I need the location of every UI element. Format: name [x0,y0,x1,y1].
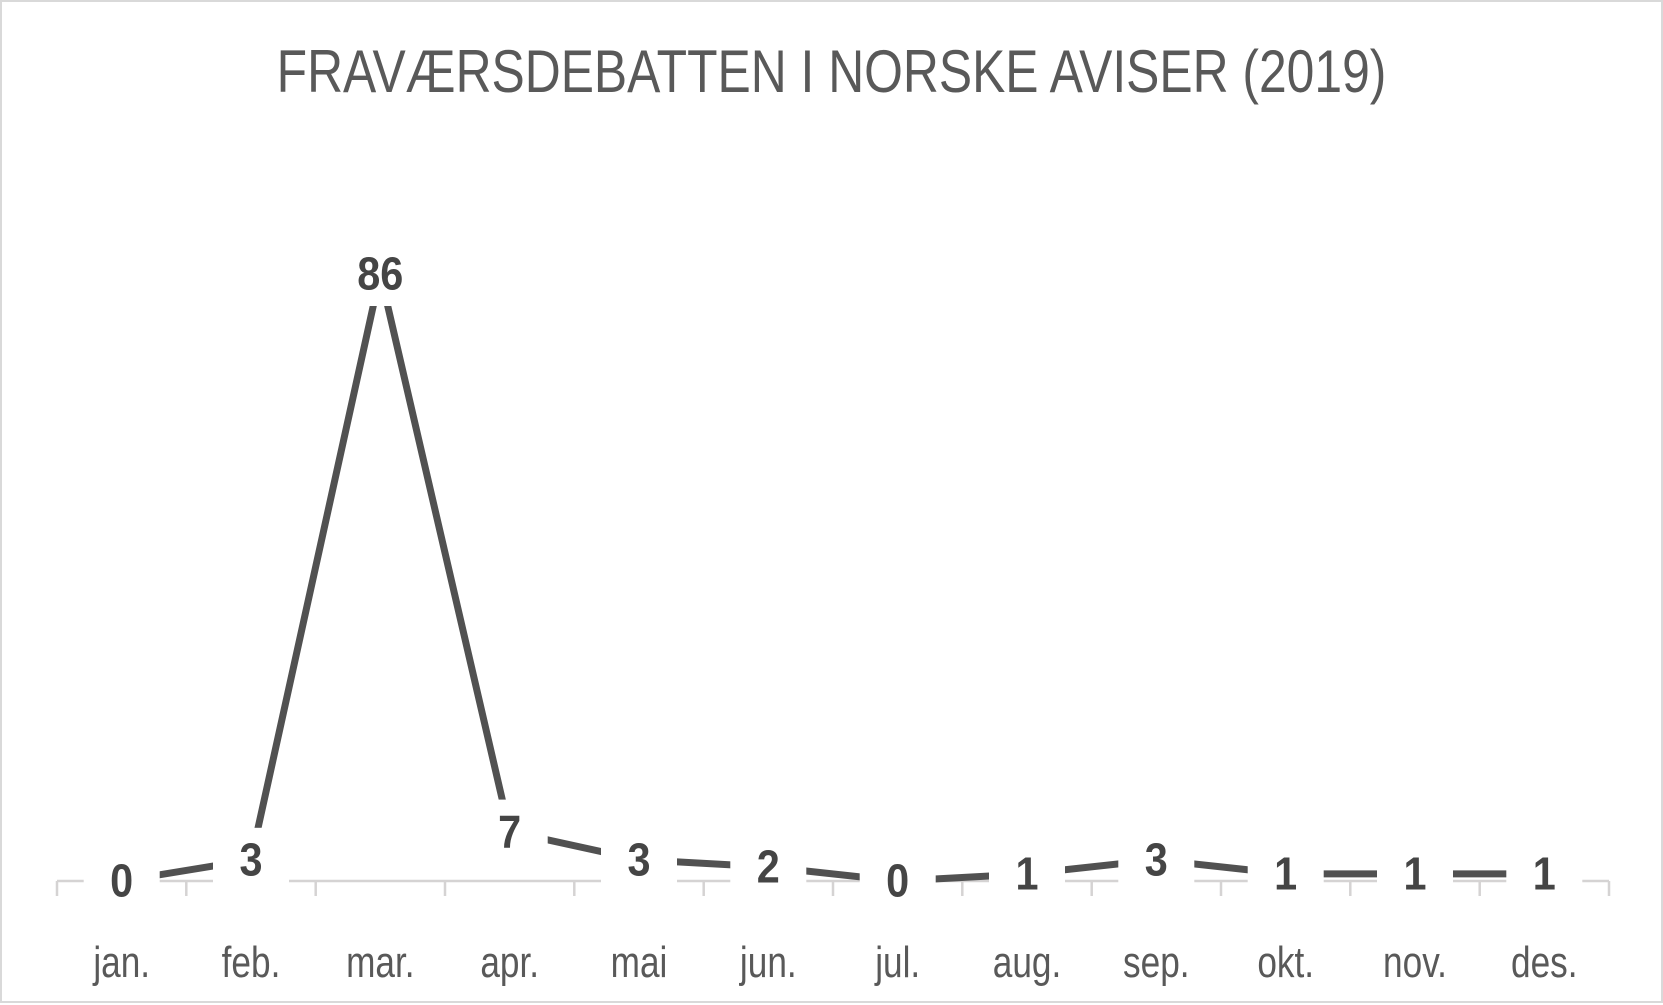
data-label: 1 [1403,849,1426,901]
data-label-bg [213,827,289,892]
x-axis-label: feb. [222,938,281,987]
x-axis-label: aug. [993,938,1061,987]
data-label-bg [1118,827,1195,892]
data-label: 86 [357,249,403,301]
data-label: 0 [110,856,133,908]
data-label-bg [601,827,677,892]
data-label: 3 [239,834,262,886]
x-axis-label: jun. [739,938,797,987]
x-axis-label: mai [611,938,668,987]
x-axis-label: nov. [1383,938,1447,987]
data-label: 2 [757,842,780,894]
data-label: 3 [627,834,650,886]
data-label-bg [730,834,807,899]
data-label: 1 [1533,849,1556,901]
data-label-bg [1506,841,1583,906]
x-axis-label: mar. [346,938,414,987]
data-label: 3 [1145,834,1168,886]
x-axis-label: jul. [874,938,920,987]
series-line [118,270,1548,885]
data-label: 0 [886,856,909,908]
data-label: 1 [1274,849,1297,901]
data-label-bg [83,849,160,913]
x-axis-label: apr. [480,938,539,987]
data-label: 1 [1015,849,1038,901]
x-axis-label: jan. [92,938,150,987]
x-axis-label: okt. [1257,938,1314,987]
data-label-bg [989,841,1065,906]
data-label-bg [1377,841,1453,906]
data-label-bg [1247,841,1324,906]
data-label-bg [471,799,548,864]
data-label: 7 [498,806,521,858]
data-label-bg [859,849,936,913]
data-label-bg [322,242,439,306]
x-axis-label: des. [1511,938,1578,987]
x-axis-label: sep. [1123,938,1190,987]
